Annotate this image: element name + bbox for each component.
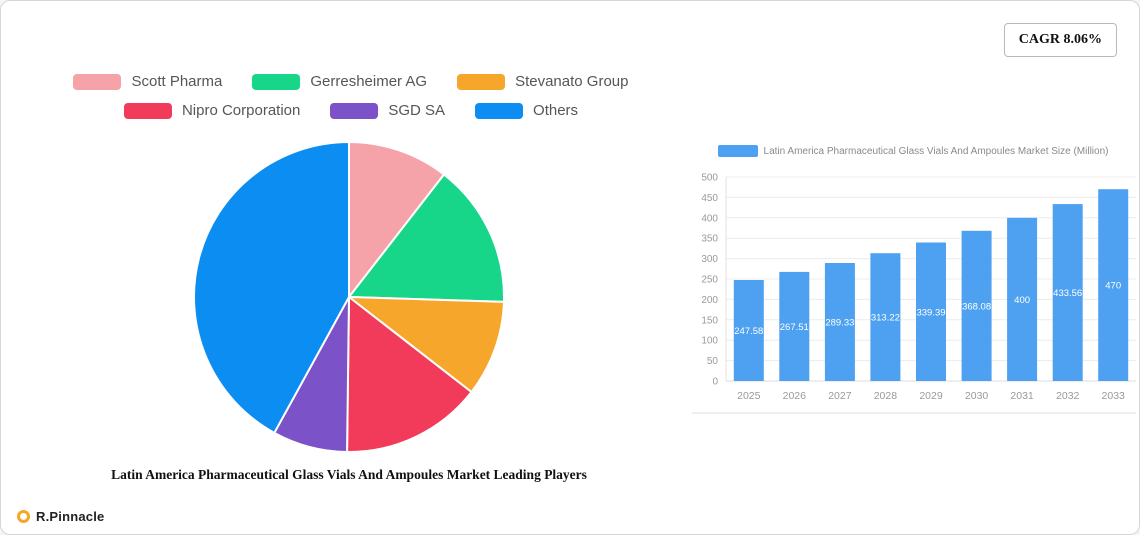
bar-2028[interactable] xyxy=(870,253,901,381)
legend-swatch-scott-pharma xyxy=(73,73,122,90)
legend-label: Stevanato Group xyxy=(515,73,629,90)
y-axis-tick-label: 300 xyxy=(701,254,718,265)
x-axis-tick-label: 2025 xyxy=(737,390,761,402)
y-axis-tick-label: 0 xyxy=(712,377,718,388)
brand-logo-text: R.Pinnacle xyxy=(36,509,105,524)
legend-item-gerresheimer-ag[interactable]: Gerresheimer AG xyxy=(252,73,427,90)
y-axis-tick-label: 100 xyxy=(701,336,718,347)
bar-chart-legend[interactable]: Latin America Pharmaceutical Glass Vials… xyxy=(684,145,1139,157)
legend-item-nipro-corporation[interactable]: Nipro Corporation xyxy=(123,102,301,119)
x-axis-tick-label: 2030 xyxy=(965,390,989,402)
legend-item-sgd-sa[interactable]: SGD SA xyxy=(330,102,445,119)
y-axis-tick-label: 500 xyxy=(701,173,718,184)
legend-swatch-others xyxy=(475,102,524,119)
legend-swatch-stevanato-group xyxy=(457,73,506,90)
bar-2029[interactable] xyxy=(916,242,946,382)
legend-label: SGD SA xyxy=(388,102,446,119)
bar-value-label: 313.22 xyxy=(871,313,900,324)
bar-2026[interactable] xyxy=(779,271,810,381)
bar-value-label: 368.08 xyxy=(962,301,991,312)
legend-swatch-nipro-corporation xyxy=(123,102,172,119)
bar-chart-section: Latin America Pharmaceutical Glass Vials… xyxy=(684,145,1139,434)
bar-2027[interactable] xyxy=(824,263,855,381)
bar-value-label: 400 xyxy=(1014,295,1030,306)
legend-row: Nipro Corporation SGD SA Others xyxy=(123,102,578,119)
legend-swatch-sgd-sa xyxy=(330,102,379,119)
bar-2032[interactable] xyxy=(1052,204,1083,381)
y-axis-tick-label: 150 xyxy=(701,315,718,326)
legend-label: Gerresheimer AG xyxy=(310,73,428,90)
y-axis-tick-label: 250 xyxy=(701,275,718,286)
legend-label: Scott Pharma xyxy=(131,73,223,90)
y-axis-tick-label: 350 xyxy=(701,234,718,245)
bar-2030[interactable] xyxy=(961,230,992,381)
bar-2031[interactable] xyxy=(1007,217,1038,381)
legend-item-stevanato-group[interactable]: Stevanato Group xyxy=(457,73,629,90)
legend-swatch-gerresheimer-ag xyxy=(252,73,301,90)
x-axis-tick-label: 2027 xyxy=(828,390,852,402)
pie-legend: Scott Pharma Gerresheimer AG Stevanato Gro… xyxy=(41,73,661,119)
pie-slice-gerresheimer-ag[interactable] xyxy=(348,173,505,303)
bar-value-label: 339.39 xyxy=(916,307,945,318)
bar-value-label: 247.58 xyxy=(734,326,763,337)
pie-slice-others[interactable] xyxy=(193,141,350,434)
x-axis-tick-label: 2032 xyxy=(1056,390,1080,402)
x-axis-tick-label: 2029 xyxy=(919,390,943,402)
legend-item-others[interactable]: Others xyxy=(475,102,578,119)
bar-value-label: 267.51 xyxy=(780,322,809,333)
pie-chart-title: Latin America Pharmaceutical Glass Vials… xyxy=(111,467,587,482)
cagr-badge: CAGR 8.06% xyxy=(1003,23,1117,57)
x-axis-tick-label: 2031 xyxy=(1010,390,1034,402)
legend-row: Scott Pharma Gerresheimer AG Stevanato Gro… xyxy=(73,73,629,90)
x-axis-tick-label: 2026 xyxy=(783,390,807,402)
bar-legend-swatch xyxy=(717,145,758,157)
pie-slice-scott-pharma[interactable] xyxy=(348,141,445,298)
legend-label: Nipro Corporation xyxy=(181,102,301,119)
bar-2025[interactable] xyxy=(733,280,764,381)
y-axis-tick-label: 50 xyxy=(707,356,719,367)
y-axis-tick-label: 200 xyxy=(701,295,718,306)
bar-2033[interactable] xyxy=(1098,189,1129,381)
y-axis-tick-label: 450 xyxy=(701,193,718,204)
legend-label: Others xyxy=(533,102,579,119)
bar-legend-label: Latin America Pharmaceutical Glass Vials… xyxy=(763,145,1109,157)
brand-logo-icon xyxy=(17,510,30,523)
pie-chart xyxy=(193,141,505,453)
legend-item-scott-pharma[interactable]: Scott Pharma xyxy=(73,73,222,90)
pie-slice-nipro-corporation[interactable] xyxy=(346,296,473,453)
bar-value-label: 289.33 xyxy=(825,318,854,329)
bar-value-label: 433.56 xyxy=(1053,288,1082,299)
brand-logo[interactable]: R.Pinnacle xyxy=(17,509,104,524)
x-axis-tick-label: 2028 xyxy=(874,390,898,402)
x-axis-tick-label: 2033 xyxy=(1102,390,1126,402)
bar-chart: 0 50 100 150 200 250 300 350 400 450 500 247.58 2025… xyxy=(692,173,1136,414)
bar-value-label: 470 xyxy=(1105,281,1121,292)
y-axis-tick-label: 400 xyxy=(701,213,718,224)
pie-slice-stevanato-group[interactable] xyxy=(348,296,505,393)
